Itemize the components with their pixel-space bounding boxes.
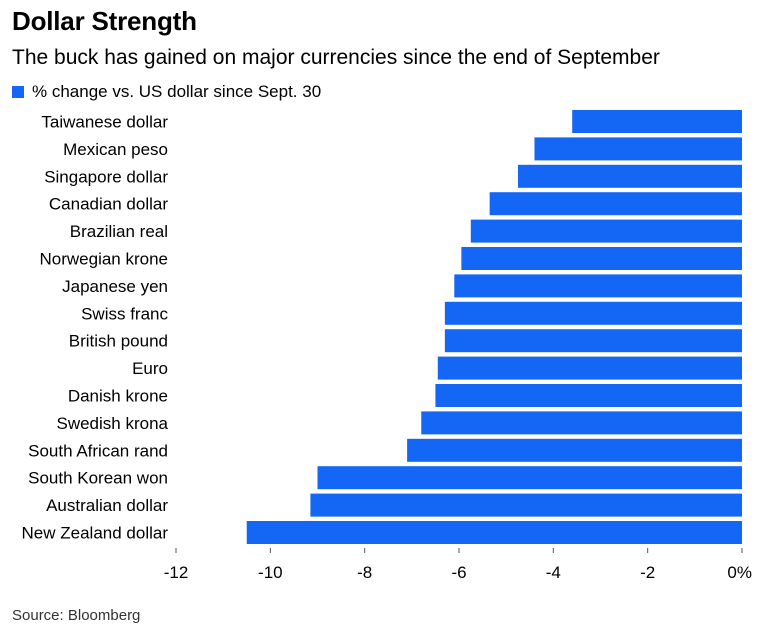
source-note: Source: Bloomberg xyxy=(12,607,141,624)
bar-taiwanese-dollar xyxy=(572,110,742,133)
bar-south-korean-won xyxy=(317,466,742,490)
bar-norwegian-krone xyxy=(461,247,742,270)
category-label: New Zealand dollar xyxy=(22,524,169,543)
category-label: Euro xyxy=(132,359,168,378)
category-label: Canadian dollar xyxy=(49,195,168,214)
category-label: Norwegian krone xyxy=(39,250,168,269)
x-axis: -12 -10 -8 -6 -4 -2 0% xyxy=(164,548,752,582)
x-tick-label: -8 xyxy=(357,563,372,582)
x-tick-label: -4 xyxy=(546,563,561,582)
bar-japanese-yen xyxy=(454,274,742,298)
category-label: Taiwanese dollar xyxy=(41,113,168,132)
category-label: South Korean won xyxy=(28,469,168,488)
category-label: Swiss franc xyxy=(81,304,168,323)
x-tick-label: -6 xyxy=(451,563,466,582)
bar-australian-dollar xyxy=(310,493,742,517)
bar-swedish-krona xyxy=(421,411,742,435)
chart-subtitle: The buck has gained on major currencies … xyxy=(12,46,660,69)
category-label: Japanese yen xyxy=(62,277,168,296)
category-label: British pound xyxy=(69,332,168,351)
category-label: South African rand xyxy=(28,441,168,460)
category-labels: Taiwanese dollar Mexican peso Singapore do… xyxy=(22,113,169,543)
bar-british-pound xyxy=(444,329,742,353)
category-label: Australian dollar xyxy=(46,496,168,515)
bar-danish-krone xyxy=(435,384,742,407)
bar-new-zealand-dollar xyxy=(246,521,742,544)
chart-title: Dollar Strength xyxy=(12,6,197,36)
x-tick-label: -10 xyxy=(258,563,283,582)
bars-layer xyxy=(246,110,742,544)
x-tick-label: -12 xyxy=(164,563,189,582)
category-label: Swedish krona xyxy=(56,414,168,433)
legend-swatch xyxy=(12,86,24,98)
legend-label: % change vs. US dollar since Sept. 30 xyxy=(32,82,322,101)
x-tick-label: 0% xyxy=(727,563,752,582)
bar-mexican-peso xyxy=(534,137,742,161)
x-tick-label: -2 xyxy=(640,563,655,582)
category-label: Brazilian real xyxy=(70,222,168,241)
category-label: Danish krone xyxy=(68,387,168,406)
bar-singapore-dollar xyxy=(517,164,742,188)
category-label: Singapore dollar xyxy=(44,167,168,186)
bar-brazilian-real xyxy=(470,219,742,243)
bar-euro xyxy=(437,356,742,380)
legend: % change vs. US dollar since Sept. 30 xyxy=(12,82,321,102)
category-label: Mexican peso xyxy=(63,140,168,159)
bar-south-african-rand xyxy=(407,438,742,462)
bar-swiss-franc xyxy=(444,301,742,325)
bar-canadian-dollar xyxy=(489,192,742,216)
